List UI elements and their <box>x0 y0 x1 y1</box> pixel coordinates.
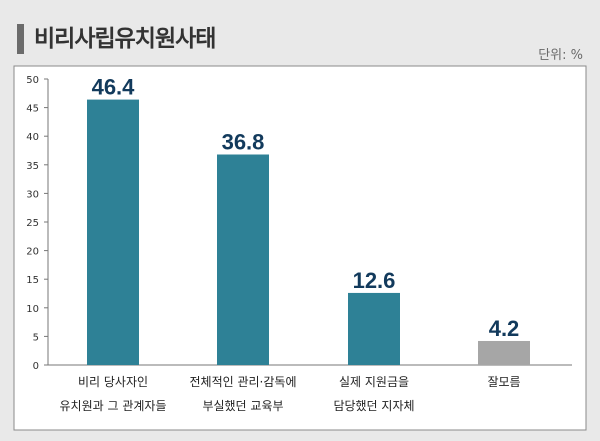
bars <box>87 99 530 365</box>
y-tick-label: 25 <box>26 218 39 229</box>
unit-label: 단위: % <box>538 48 583 63</box>
page-title: 비리사립유치원사태 <box>34 26 216 52</box>
bar <box>87 99 139 365</box>
category-label-line: 담당했던 지자체 <box>333 399 415 413</box>
bar <box>478 340 530 365</box>
y-tick-label: 20 <box>26 247 39 258</box>
data-label: 12.6 <box>353 268 396 293</box>
category-label-line: 유치원과 그 관계자들 <box>59 399 167 413</box>
category-label: 잘모름 <box>439 372 569 393</box>
data-label: 46.4 <box>92 75 136 100</box>
y-tick-label: 35 <box>26 161 39 172</box>
category-label-line: 전체적인 관리·감독에 <box>189 375 297 389</box>
y-tick-label: 45 <box>26 104 39 115</box>
data-label: 4.2 <box>489 316 520 341</box>
category-label-line: 잘모름 <box>487 375 521 389</box>
bar <box>348 292 400 365</box>
y-tick-label: 15 <box>26 275 39 286</box>
bar <box>217 154 269 365</box>
y-tick-label: 40 <box>26 132 39 143</box>
value-labels: 46.4 36.8 12.6 4.2 <box>92 75 520 341</box>
y-tick-label: 5 <box>33 332 39 343</box>
y-tick-label: 10 <box>26 304 39 315</box>
category-label-line: 실제 지원금을 <box>338 375 410 389</box>
y-tick-label: 30 <box>26 189 39 200</box>
data-label: 36.8 <box>222 130 265 155</box>
category-label-line: 부실했던 교육부 <box>202 399 284 413</box>
title-accent-bar <box>17 24 24 54</box>
y-tick-label: 0 <box>33 361 39 372</box>
y-tick-label: 50 <box>26 75 39 86</box>
category-label-line: 비리 당사자인 <box>77 375 149 389</box>
